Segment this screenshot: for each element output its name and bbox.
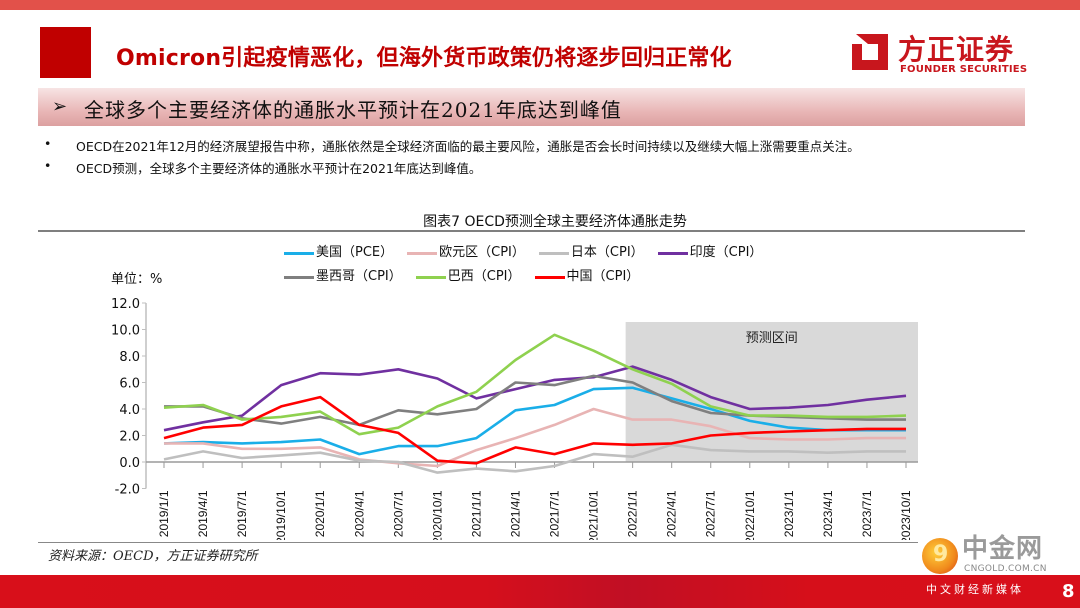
- series-line: [163, 443, 906, 474]
- x-tick-label: 2021/1/1: [469, 490, 483, 537]
- legend-item: 欧元区（CPI）: [407, 245, 525, 261]
- x-tick-label: 2022/7/1: [704, 490, 718, 537]
- legend-swatch-icon: [415, 275, 446, 279]
- legend-swatch-icon: [538, 251, 569, 255]
- x-tick-label: 2023/10/1: [899, 490, 913, 540]
- source-rule: [38, 542, 918, 543]
- series-line: [164, 407, 906, 468]
- watermark-chinese: 中金网: [962, 534, 1044, 564]
- page-title: Omicron引起疫情恶化，但海外货币政策仍将逐步回归正常化: [116, 46, 732, 71]
- page-number: 8: [1062, 581, 1075, 602]
- arrow-bullet-icon: ➢: [52, 96, 68, 117]
- legend-label: 印度（CPI）: [689, 245, 763, 260]
- legend-label: 中国（CPI）: [566, 269, 640, 284]
- x-tick-label: 2021/10/1: [587, 490, 601, 540]
- legend-swatch-icon: [284, 275, 314, 279]
- series-line: [163, 395, 906, 465]
- source-note: 资料来源：OECD，方正证券研究所: [48, 549, 258, 564]
- watermark-subtitle: 中文财经新媒体: [926, 583, 1024, 596]
- x-tick-label: 2021/7/1: [548, 490, 562, 537]
- x-tick-label: 2022/10/1: [743, 490, 757, 540]
- forecast-region-label: 预测区间: [746, 331, 798, 346]
- y-tick-label: 0.0: [119, 456, 140, 471]
- legend-swatch-icon: [407, 251, 438, 255]
- cngold-logo-icon: 9: [922, 538, 958, 574]
- footer-bar: [0, 575, 1080, 608]
- y-tick-label: -2.0: [115, 483, 140, 498]
- legend-label: 美国（PCE）: [316, 245, 394, 260]
- legend-item: 中国（CPI）: [534, 269, 640, 285]
- legend-item: 日本（CPI）: [538, 245, 644, 261]
- title-accent-square: [40, 27, 91, 78]
- section-subtitle-bar: ➢ 全球多个主要经济体的通胀水平预计在2021年底达到峰值: [38, 88, 1025, 126]
- y-tick-label: 10.0: [111, 324, 140, 339]
- legend-label: 巴西（CPI）: [447, 269, 521, 284]
- x-tick-label: 2022/1/1: [626, 490, 640, 537]
- cngold-watermark: 9 中金网 CNGOLD.COM.CN 中文财经新媒体: [922, 534, 1080, 608]
- x-tick-label: 2021/4/1: [508, 490, 522, 537]
- legend-item: 墨西哥（CPI）: [284, 269, 402, 285]
- x-tick-label: 2019/4/1: [196, 490, 210, 537]
- x-tick-label: 2020/4/1: [352, 490, 366, 537]
- bullet-dot-icon: •: [44, 158, 52, 173]
- y-tick-label: 12.0: [111, 297, 140, 312]
- bullet-dot-icon: •: [44, 136, 52, 151]
- y-tick-label: 6.0: [119, 377, 140, 392]
- x-tick-label: 2023/1/1: [782, 490, 796, 537]
- figure-title: 图表7 OECD预测全球主要经济体通胀走势: [423, 214, 687, 230]
- x-tick-label: 2020/1/1: [313, 490, 327, 537]
- legend-swatch-icon: [657, 251, 688, 255]
- figure-title-rule: [38, 230, 1025, 232]
- top-accent-bar: [0, 0, 1080, 10]
- legend-label: 欧元区（CPI）: [439, 245, 525, 260]
- y-tick-label: 8.0: [119, 350, 140, 365]
- x-tick-label: 2019/10/1: [274, 490, 288, 540]
- series-line: [163, 386, 906, 456]
- legend-label: 日本（CPI）: [570, 245, 644, 260]
- legend-item: 印度（CPI）: [657, 245, 763, 261]
- x-tick-label: 2023/7/1: [860, 490, 874, 537]
- x-tick-label: 2020/10/1: [430, 490, 444, 540]
- founder-securities-logo: 方正证券 FOUNDER SECURITIES: [848, 28, 1028, 78]
- x-tick-label: 2020/7/1: [391, 490, 405, 537]
- legend-label: 墨西哥（CPI）: [316, 269, 402, 284]
- series-line: [163, 333, 907, 436]
- unit-label: 单位：%: [111, 272, 163, 287]
- bullet-text: OECD预测，全球多个主要经济体的通胀水平预计在2021年底达到峰值。: [76, 161, 482, 176]
- y-tick-label: 2.0: [119, 430, 140, 445]
- x-tick-label: 2023/4/1: [821, 490, 835, 537]
- logo-chinese-text: 方正证券: [898, 33, 1015, 66]
- logo-english-text: FOUNDER SECURITIES: [900, 64, 1028, 75]
- legend-swatch-icon: [534, 275, 565, 279]
- founder-logo-icon: [852, 34, 888, 70]
- section-subtitle: 全球多个主要经济体的通胀水平预计在2021年底达到峰值: [84, 98, 622, 122]
- bullet-text: OECD在2021年12月的经济展望报告中称，通胀依然是全球经济面临的最主要风险…: [76, 139, 860, 154]
- x-tick-label: 2019/7/1: [235, 490, 249, 537]
- watermark-english: CNGOLD.COM.CN: [964, 564, 1047, 574]
- x-tick-label: 2019/1/1: [157, 490, 171, 537]
- legend-item: 巴西（CPI）: [415, 269, 521, 285]
- legend-item: 美国（PCE）: [284, 245, 393, 261]
- inflation-line-chart: 预测区间 12.0 10.0 8.0 6.0 4.0 2.0 0.0 -2.0 2019/1/1 2…: [111, 297, 918, 540]
- x-tick-label: 2022/4/1: [665, 490, 679, 537]
- legend-swatch-icon: [284, 251, 314, 255]
- y-tick-label: 4.0: [119, 403, 140, 418]
